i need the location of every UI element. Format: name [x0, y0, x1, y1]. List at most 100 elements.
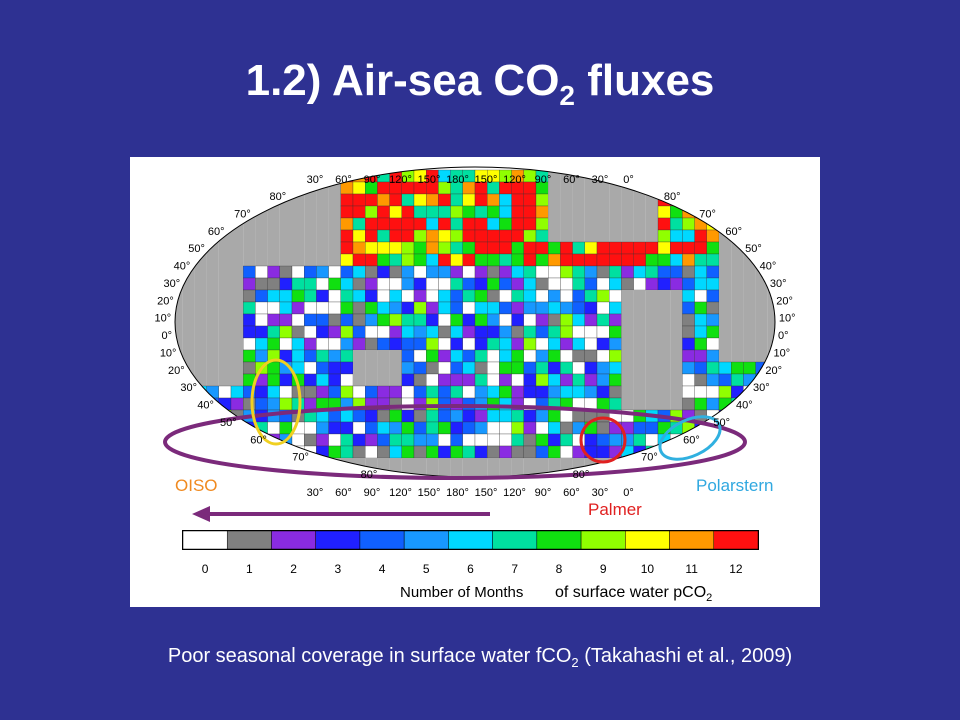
- oiso-label: OISO: [175, 476, 218, 495]
- map-cell: [377, 374, 390, 386]
- map-cell: [304, 337, 317, 351]
- map-cell: [719, 254, 732, 266]
- map-cell: [584, 361, 598, 375]
- map-cell: [609, 277, 622, 291]
- map-cell: [401, 265, 415, 279]
- map-cell: [572, 289, 585, 303]
- map-cell: [401, 193, 415, 207]
- map-cell: [304, 206, 317, 218]
- map-cell: [377, 277, 390, 291]
- map-cell: [621, 338, 634, 350]
- map-cell: [450, 337, 463, 351]
- map-cell: [291, 313, 305, 327]
- map-cell: [206, 266, 219, 278]
- map-cell: [535, 409, 549, 423]
- map-cell: [474, 373, 488, 387]
- map-cell: [438, 289, 451, 303]
- map-cell: [694, 385, 707, 399]
- map-cell: [316, 206, 329, 218]
- map-cell: [560, 421, 573, 435]
- map-cell: [511, 361, 524, 375]
- map-cell: [572, 313, 585, 327]
- map-cell: [279, 313, 293, 327]
- lat-label: 40°: [760, 261, 777, 273]
- map-cell: [426, 445, 439, 459]
- map-cell: [389, 385, 402, 399]
- map-cell: [572, 182, 585, 194]
- map-cell: [450, 301, 463, 315]
- lat-label: 30°: [163, 278, 180, 290]
- map-cell: [572, 433, 585, 447]
- map-cell: [352, 337, 366, 351]
- map-cell: [243, 277, 256, 291]
- map-cell: [499, 205, 512, 219]
- map-cell: [352, 265, 366, 279]
- lon-label: 0°: [623, 174, 634, 186]
- map-cell: [304, 433, 317, 447]
- map-cell: [279, 301, 293, 315]
- lat-label: 10°: [779, 313, 796, 325]
- colorbar-swatch: [625, 530, 670, 550]
- map-cell: [658, 338, 671, 350]
- map-cell: [255, 218, 268, 230]
- map-cell: [304, 397, 317, 411]
- map-cell: [340, 373, 354, 387]
- map-cell: [572, 301, 585, 315]
- map-cell: [328, 194, 341, 206]
- map-cell: [670, 374, 683, 386]
- map-cell: [548, 313, 561, 327]
- map-cell: [175, 338, 183, 350]
- colorbar-tick-label: 5: [423, 562, 430, 576]
- map-cell: [389, 265, 402, 279]
- colorbar-tick-label: 0: [202, 562, 209, 576]
- map-cell: [279, 289, 293, 303]
- map-cell: [352, 241, 366, 255]
- map-cell: [645, 253, 659, 267]
- map-cell: [328, 313, 341, 327]
- map-cell: [621, 265, 634, 279]
- map-cell: [389, 205, 402, 219]
- map-cell: [389, 301, 402, 315]
- map-cell: [621, 314, 634, 326]
- map-cell: [413, 241, 427, 255]
- map-cell: [548, 385, 561, 399]
- map-cell: [511, 373, 524, 387]
- map-cell: [548, 218, 561, 230]
- map-cell: [231, 266, 244, 278]
- map-cell: [328, 289, 341, 303]
- map-cell: [450, 397, 463, 411]
- map-cell: [633, 433, 646, 447]
- colorbar-label: Number of Months: [400, 584, 523, 601]
- map-cell: [499, 385, 512, 399]
- map-cell: [377, 337, 390, 351]
- map-cell: [645, 265, 659, 279]
- map-cell: [560, 361, 573, 375]
- map-cell: [645, 433, 659, 447]
- map-cell: [255, 325, 268, 339]
- map-cell: [438, 397, 451, 411]
- map-cell: [499, 421, 512, 435]
- map-cell: [658, 314, 671, 326]
- lat-label: 80°: [573, 469, 590, 481]
- map-cell: [657, 205, 671, 219]
- map-cell: [352, 193, 366, 207]
- map-cell: [462, 241, 476, 255]
- map-cell: [633, 290, 646, 302]
- map-cell: [175, 314, 183, 326]
- map-cell: [548, 373, 561, 387]
- map-cell: [523, 385, 537, 399]
- map-cell: [389, 409, 402, 423]
- map-cell: [694, 301, 707, 315]
- colorbar-swatch: [182, 530, 228, 550]
- map-cell: [694, 349, 707, 363]
- map-cell: [413, 409, 427, 423]
- map-cell: [487, 205, 500, 219]
- map-cell: [426, 241, 439, 255]
- map-cell: [560, 301, 573, 315]
- map-cell: [231, 314, 244, 326]
- map-cell: [474, 349, 488, 363]
- map-cell: [401, 313, 415, 327]
- map-cell: [621, 362, 634, 374]
- map-cell: [572, 206, 585, 218]
- map-cell: [255, 254, 268, 266]
